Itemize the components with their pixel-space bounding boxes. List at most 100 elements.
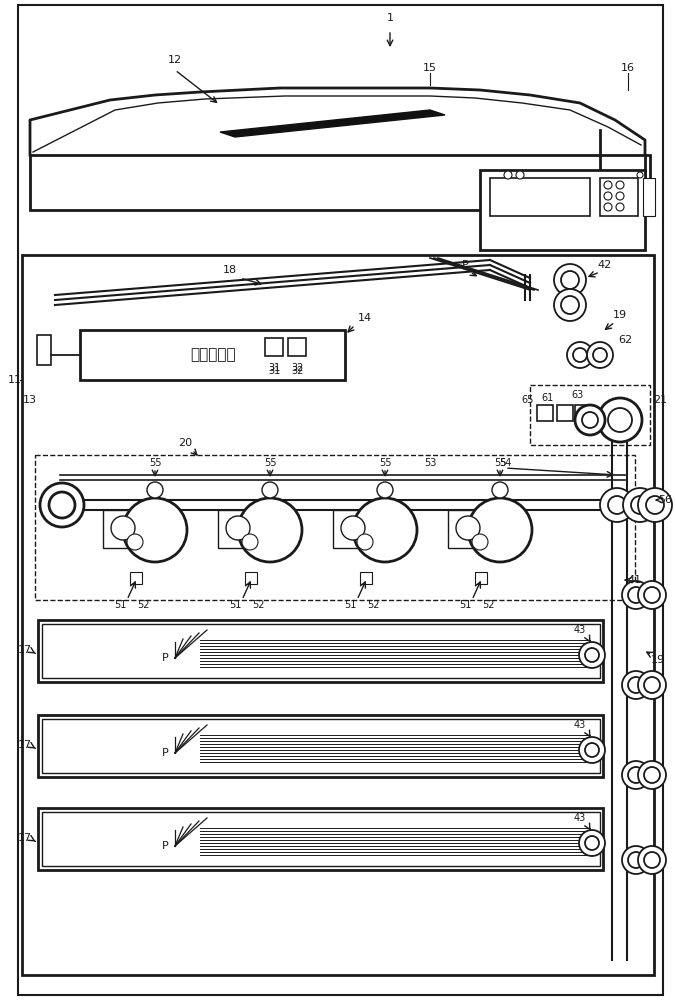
Bar xyxy=(80,330,345,380)
Circle shape xyxy=(622,581,650,609)
Circle shape xyxy=(127,534,143,550)
Circle shape xyxy=(587,342,613,368)
Circle shape xyxy=(638,488,672,522)
Text: 55: 55 xyxy=(149,458,162,468)
Circle shape xyxy=(123,498,187,562)
Text: P: P xyxy=(462,260,468,270)
Text: 56: 56 xyxy=(658,495,672,505)
Text: 55: 55 xyxy=(264,458,276,468)
Text: 42: 42 xyxy=(598,260,612,270)
Text: 15: 15 xyxy=(423,63,437,73)
Circle shape xyxy=(628,677,644,693)
Text: 16: 16 xyxy=(621,63,635,73)
Circle shape xyxy=(616,192,624,200)
Text: 1: 1 xyxy=(387,13,393,23)
Circle shape xyxy=(582,412,598,428)
Text: 13: 13 xyxy=(23,395,37,405)
Text: 12: 12 xyxy=(168,55,182,65)
Text: 17: 17 xyxy=(18,833,32,843)
Circle shape xyxy=(238,498,302,562)
Bar xyxy=(265,338,283,356)
Bar xyxy=(448,510,478,548)
Circle shape xyxy=(604,203,612,211)
Circle shape xyxy=(585,743,599,757)
Bar xyxy=(218,510,248,548)
Circle shape xyxy=(111,516,135,540)
Bar xyxy=(42,719,600,773)
Circle shape xyxy=(357,534,373,550)
Circle shape xyxy=(638,846,666,874)
Text: 65: 65 xyxy=(522,395,534,405)
Circle shape xyxy=(226,516,250,540)
Text: 31: 31 xyxy=(268,366,280,376)
Text: 52: 52 xyxy=(367,600,379,610)
Circle shape xyxy=(468,498,532,562)
Bar xyxy=(575,405,587,417)
Circle shape xyxy=(49,492,75,518)
Circle shape xyxy=(628,587,644,603)
Text: 32: 32 xyxy=(291,366,304,376)
Bar xyxy=(360,572,372,584)
Bar xyxy=(389,510,411,548)
Text: P: P xyxy=(162,653,168,663)
Circle shape xyxy=(644,677,660,693)
Circle shape xyxy=(567,342,593,368)
Text: 61: 61 xyxy=(542,393,554,403)
Text: P: P xyxy=(162,841,168,851)
Circle shape xyxy=(644,852,660,868)
Circle shape xyxy=(608,408,632,432)
Circle shape xyxy=(579,642,605,668)
Bar xyxy=(42,624,600,678)
Circle shape xyxy=(585,836,599,850)
Text: 54: 54 xyxy=(499,458,511,468)
Bar xyxy=(245,572,257,584)
Circle shape xyxy=(516,171,524,179)
Circle shape xyxy=(554,264,586,296)
Circle shape xyxy=(628,852,644,868)
Circle shape xyxy=(262,482,278,498)
Text: 11: 11 xyxy=(8,375,22,385)
Bar xyxy=(530,385,650,445)
Circle shape xyxy=(504,171,512,179)
Bar xyxy=(159,510,181,548)
Text: 32: 32 xyxy=(291,363,304,373)
Circle shape xyxy=(622,761,650,789)
Circle shape xyxy=(147,482,163,498)
Circle shape xyxy=(598,398,642,442)
Bar xyxy=(288,338,306,356)
Bar xyxy=(103,510,133,548)
Bar xyxy=(38,715,603,777)
Text: 19: 19 xyxy=(613,310,627,320)
Text: 14: 14 xyxy=(358,313,372,323)
Circle shape xyxy=(646,496,664,514)
Text: 51: 51 xyxy=(459,600,471,610)
Circle shape xyxy=(492,482,508,498)
Circle shape xyxy=(604,181,612,189)
Bar xyxy=(537,405,553,421)
Bar xyxy=(557,405,573,421)
Text: 20: 20 xyxy=(178,438,192,448)
Circle shape xyxy=(456,516,480,540)
Text: 43: 43 xyxy=(574,625,586,635)
Circle shape xyxy=(377,482,393,498)
Circle shape xyxy=(623,488,657,522)
Bar xyxy=(30,155,650,210)
Bar xyxy=(516,518,524,530)
Circle shape xyxy=(638,671,666,699)
Bar xyxy=(42,812,600,866)
Text: 63: 63 xyxy=(571,390,583,400)
Circle shape xyxy=(616,203,624,211)
Bar xyxy=(643,178,655,216)
Text: 17: 17 xyxy=(18,645,32,655)
Polygon shape xyxy=(220,110,445,137)
Circle shape xyxy=(600,488,634,522)
Bar xyxy=(401,518,409,530)
Circle shape xyxy=(575,405,605,435)
Text: 51: 51 xyxy=(114,600,126,610)
Text: 51: 51 xyxy=(228,600,241,610)
Text: 52: 52 xyxy=(137,600,149,610)
Text: 55: 55 xyxy=(493,458,506,468)
Text: 41: 41 xyxy=(628,575,642,585)
Bar xyxy=(333,510,363,548)
Bar xyxy=(274,510,296,548)
